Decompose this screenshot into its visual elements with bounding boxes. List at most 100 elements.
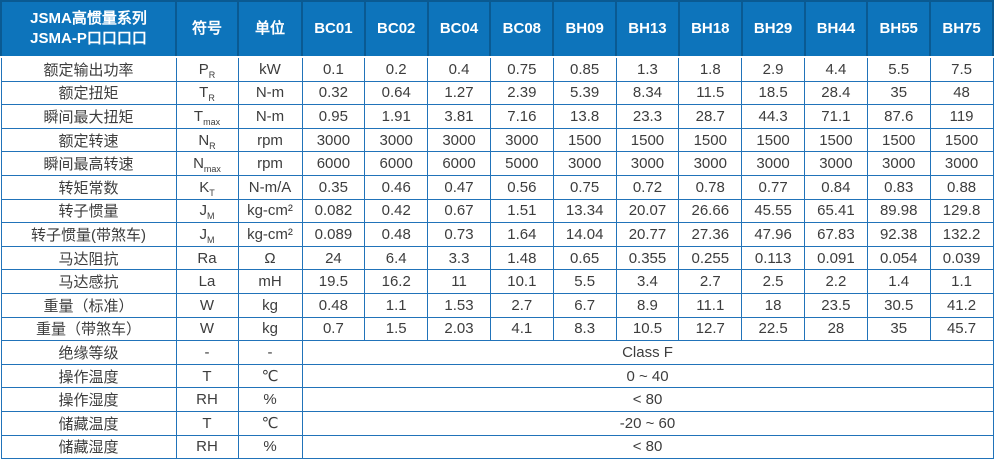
value-cell: 0.75: [489, 56, 554, 82]
row-symbol: T: [175, 410, 239, 436]
value-cell: 0.42: [364, 198, 429, 224]
model-column-header: BH18: [677, 0, 743, 58]
row-unit: rpm: [237, 127, 303, 153]
value-cell: 0.73: [427, 222, 491, 247]
row-unit: N-m: [237, 80, 303, 106]
value-cell: 0.72: [615, 174, 680, 200]
row-label: 转矩常数: [0, 174, 177, 200]
model-column-header: BC01: [301, 0, 366, 58]
value-cell: 2.39: [489, 80, 554, 106]
value-cell: 28.7: [678, 104, 743, 129]
table-body: 额定输出功率 PR kW 0.1 0.2 0.4 0.75 0.85 1.3 1.8 2.9 4.4 5…: [0, 56, 994, 460]
value-cell: 1.91: [364, 104, 429, 129]
spec-row: 马达感抗 La mH 19.5 16.2 11 10.1 5.5 3.4 2.7 2.5 2.2 1.4…: [0, 269, 994, 294]
row-unit: %: [237, 387, 303, 412]
row-symbol: Tmax: [175, 104, 239, 129]
value-cell: 0.48: [301, 292, 366, 318]
value-cell: 35: [866, 80, 931, 106]
value-cell: 129.8: [929, 198, 994, 224]
value-cell: 65.41: [804, 198, 868, 224]
row-unit: kg: [237, 292, 303, 318]
value-cell: 87.6: [866, 104, 931, 129]
merged-value-cell: 0 ~ 40: [301, 363, 994, 389]
value-cell: 1.1: [929, 269, 994, 294]
value-cell: 0.1: [301, 56, 366, 82]
spec-row: 操作温度 T ℃ 0 ~ 40: [0, 363, 994, 389]
value-cell: 11: [427, 269, 491, 294]
value-cell: 0.65: [552, 245, 617, 271]
row-unit: kg-cm²: [237, 222, 303, 247]
value-cell: 13.34: [552, 198, 617, 224]
row-unit: N-m: [237, 104, 303, 129]
row-label: 额定转速: [0, 127, 177, 153]
value-cell: 19.5: [301, 269, 366, 294]
spec-row: 瞬间最大扭矩 Tmax N-m 0.95 1.91 3.81 7.16 13.8 23.3 28.…: [0, 104, 994, 129]
value-cell: 5.39: [552, 80, 617, 106]
value-cell: 4.1: [489, 316, 554, 342]
symbol-subscript: max: [203, 164, 221, 175]
symbol-column-header: 符号: [175, 0, 239, 58]
value-cell: 48: [929, 80, 994, 106]
value-cell: 0.85: [552, 56, 617, 82]
symbol-subscript: max: [203, 116, 221, 127]
value-cell: 0.091: [804, 245, 868, 271]
spec-row: 额定转速 NR rpm 3000 3000 3000 3000 1500 1500 1500 150…: [0, 127, 994, 153]
value-cell: 16.2: [364, 269, 429, 294]
value-cell: 0.113: [741, 245, 805, 271]
value-cell: 27.36: [678, 222, 743, 247]
value-cell: 4.4: [804, 56, 868, 82]
value-cell: 1500: [678, 127, 743, 153]
value-cell: 1.3: [615, 56, 680, 82]
model-column-header: BH29: [740, 0, 806, 58]
value-cell: 0.67: [427, 198, 491, 224]
row-unit: Ω: [237, 245, 303, 271]
value-cell: 2.5: [741, 269, 805, 294]
value-cell: 71.1: [804, 104, 868, 129]
value-cell: 119: [929, 104, 994, 129]
value-cell: 89.98: [866, 198, 931, 224]
value-cell: 0.64: [364, 80, 429, 106]
model-column-header: BH44: [803, 0, 869, 58]
row-label: 瞬间最大扭矩: [0, 104, 177, 129]
value-cell: 5.5: [552, 269, 617, 294]
value-cell: 3000: [427, 127, 491, 153]
row-symbol: PR: [175, 56, 239, 82]
symbol-subscript: M: [207, 234, 215, 245]
value-cell: 3000: [364, 127, 429, 153]
value-cell: 28: [804, 316, 868, 342]
value-cell: 0.089: [301, 222, 366, 247]
value-cell: 22.5: [741, 316, 805, 342]
value-cell: 3.4: [615, 269, 680, 294]
value-cell: 41.2: [929, 292, 994, 318]
value-cell: 44.3: [741, 104, 805, 129]
value-cell: 47.96: [741, 222, 805, 247]
value-cell: 23.5: [804, 292, 868, 318]
row-label: 操作湿度: [0, 387, 177, 412]
series-title-line1: JSMA高惯量系列: [30, 9, 147, 27]
value-cell: 5.5: [866, 56, 931, 82]
row-symbol: JM: [175, 198, 239, 224]
row-symbol: W: [175, 292, 239, 318]
value-cell: 1.48: [489, 245, 554, 271]
value-cell: 7.16: [489, 104, 554, 129]
value-cell: 0.95: [301, 104, 366, 129]
row-label: 储藏温度: [0, 410, 177, 436]
value-cell: 1.1: [364, 292, 429, 318]
spec-row: 储藏温度 T ℃ -20 ~ 60: [0, 410, 994, 436]
value-cell: 35: [866, 316, 931, 342]
row-label: 重量（带煞车）: [0, 316, 177, 342]
model-column-header: BC02: [363, 0, 429, 58]
value-cell: 8.9: [615, 292, 680, 318]
row-symbol: NR: [175, 127, 239, 153]
value-cell: 0.054: [866, 245, 931, 271]
value-cell: 1.53: [427, 292, 491, 318]
row-label: 绝缘等级: [0, 340, 177, 365]
row-label: 操作温度: [0, 363, 177, 389]
model-column-header: BH55: [866, 0, 932, 58]
row-unit: mH: [237, 269, 303, 294]
value-cell: 1.51: [489, 198, 554, 224]
value-cell: 6.4: [364, 245, 429, 271]
value-cell: 12.7: [678, 316, 743, 342]
